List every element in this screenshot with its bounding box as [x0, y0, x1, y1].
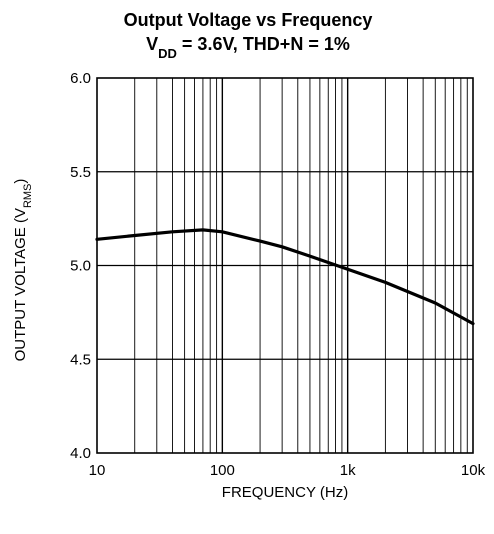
x-tick-label: 1k — [340, 462, 356, 479]
y-axis-label-subscript: RMS — [22, 184, 34, 208]
y-axis-label-prefix: OUTPUT VOLTAGE (V — [12, 208, 29, 361]
x-tick-labels: 10 100 1k 10k — [89, 462, 486, 479]
chart-subtitle-suffix: = 3.6V, THD+N = 1% — [177, 34, 350, 54]
chart-subtitle-prefix: V — [146, 34, 158, 54]
x-tick-label: 100 — [210, 462, 235, 479]
y-axis-label: OUTPUT VOLTAGE (VRMS) — [12, 179, 34, 362]
y-tick-label: 5.5 — [70, 164, 91, 181]
chart-subtitle-subscript: DD — [158, 46, 177, 61]
chart-subtitle: VDD = 3.6V, THD+N = 1% — [146, 34, 350, 61]
y-tick-labels: 4.0 4.5 5.0 5.5 6.0 — [70, 70, 91, 462]
y-tick-label: 5.0 — [70, 258, 91, 275]
y-tick-label: 4.5 — [70, 351, 91, 368]
series-line — [97, 230, 473, 324]
grid — [97, 78, 473, 453]
series-group — [97, 230, 473, 324]
y-tick-label: 4.0 — [70, 445, 91, 462]
x-tick-label: 10 — [89, 462, 106, 479]
x-tick-label: 10k — [461, 462, 486, 479]
y-tick-label: 6.0 — [70, 70, 91, 87]
chart-title: Output Voltage vs Frequency — [124, 10, 373, 30]
x-axis-label: FREQUENCY (Hz) — [222, 484, 348, 501]
y-axis-label-suffix: ) — [12, 179, 29, 184]
